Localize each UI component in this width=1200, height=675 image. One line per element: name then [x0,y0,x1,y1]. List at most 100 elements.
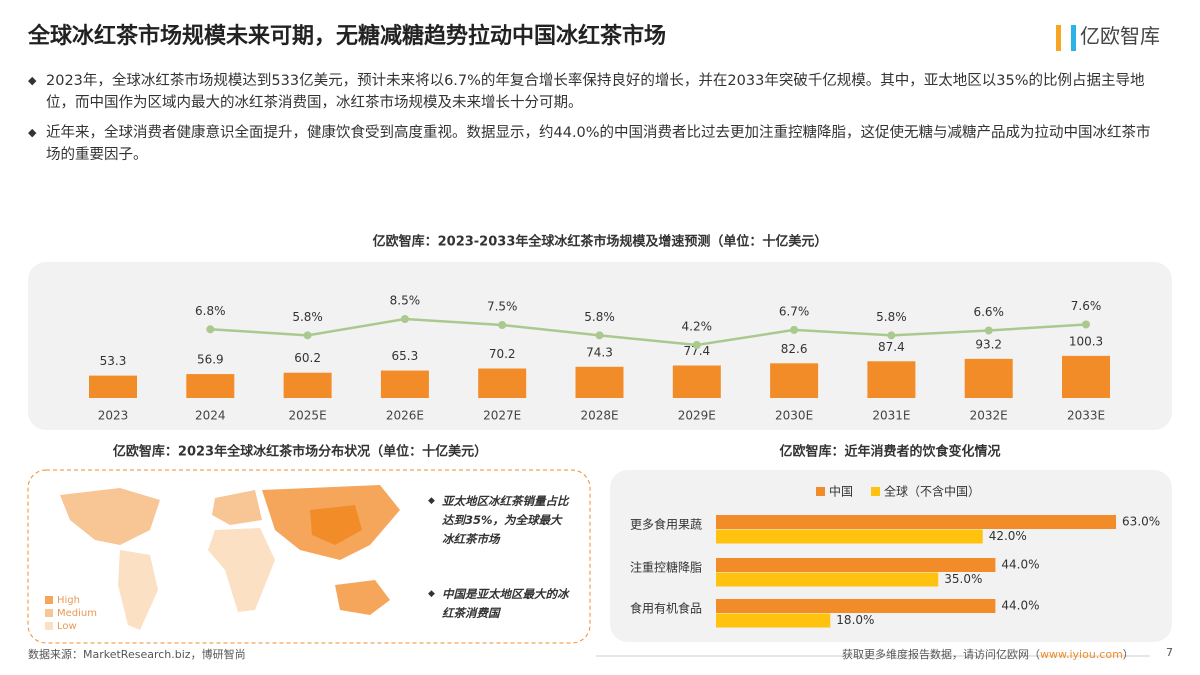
north-america [60,488,160,545]
bar [716,529,983,544]
x-tick-label: 2029E [678,409,716,423]
value-label: 56.9 [197,353,224,367]
growth-dot [498,321,507,330]
value-label: 60.2 [294,351,321,365]
y-tick-label: 更多食用果蔬 [630,517,702,532]
bar [575,366,624,398]
legend-label: 全球（不含中国） [884,484,980,499]
bar [716,613,831,628]
bar [964,358,1013,398]
value-label: 87.4 [878,340,905,354]
china [310,505,362,545]
value-label: 7.5% [487,300,518,314]
legend-label: Low [57,621,77,632]
africa [208,528,275,612]
growth-dot [887,331,896,340]
value-label: 6.7% [779,304,810,318]
value-label: 70.2 [489,347,516,361]
x-tick-label: 2024 [195,409,226,423]
bar [716,599,996,613]
value-label: 6.6% [973,305,1004,319]
value-label: 77.4 [683,344,710,358]
x-tick-label: 2025E [289,409,327,423]
source: 数据来源：MarketResearch.biz，博研智尚 [28,648,246,661]
bar [89,375,137,398]
value-label: 18.0% [836,613,874,627]
bullet: 2023年，全球冰红茶市场规模达到533亿美元，预计未来将以6.7%的年复合增长… [28,70,1158,114]
bar [478,368,527,398]
growth-dot [984,326,993,335]
annotation: 中国是亚太地区最大的冰红茶消费国 [428,585,570,623]
link[interactable]: www.iyiou.com [1040,648,1123,661]
slide-title: 全球冰红茶市场规模未来可期，无糖减糖趋势拉动中国冰红茶市场 [28,24,667,49]
bar [716,558,996,572]
value-label: 44.0% [1001,558,1039,572]
value-label: 42.0% [989,529,1027,543]
y-tick-label: 食用有机食品 [630,601,702,616]
x-tick-label: 2032E [970,409,1008,423]
south-america [118,550,158,630]
growth-dot [692,341,701,349]
value-label: 5.8% [292,310,323,324]
value-label: 93.2 [975,337,1002,351]
growth-dot [790,325,799,334]
bullet: 近年来，全球消费者健康意识全面提升，健康饮食受到高度重视。数据显示，约44.0%… [28,122,1158,166]
value-label: 53.3 [100,354,127,368]
value-label: 35.0% [944,572,982,586]
note: ） [1122,648,1134,661]
chart-title: 亿欧智库：2023年全球冰红茶市场分布状况（单位：十亿美元） [113,444,487,460]
value-label: 4.2% [682,320,713,334]
growth-line [210,317,1087,347]
value-label: 5.8% [584,310,615,324]
bar [867,361,916,398]
bar [716,515,1117,529]
legend-swatch [45,622,53,630]
bar [716,572,939,587]
logo-text: 亿欧智库 [1080,24,1160,48]
bar [1062,355,1110,398]
legend-swatch [816,487,825,496]
bar [283,372,332,398]
growth-dot [595,331,604,340]
y-tick-label: 注重控糖降脂 [630,560,702,575]
growth-dot [1082,320,1090,329]
value-label: 65.3 [392,349,419,363]
legend-label: 中国 [829,484,853,499]
bar [770,363,819,398]
bar [186,374,235,398]
legend-label: High [57,595,80,606]
value-label: 8.5% [390,294,421,308]
growth-dot [303,331,312,340]
value-label: 63.0% [1122,515,1160,529]
legend-swatch [45,609,53,617]
x-tick-label: 2023 [98,409,129,423]
chart-title: 亿欧智库：2023-2033年全球冰红茶市场规模及增速预测（单位：十亿美元） [373,234,828,250]
legend-swatch [871,487,881,496]
page-number: 7 [1166,646,1173,659]
logo: 亿欧智库 [1056,20,1160,51]
x-tick-label: 2030E [775,409,813,423]
x-tick-label: 2028E [580,409,618,423]
value-label: 100.3 [1069,334,1103,348]
legend-swatch [45,596,53,604]
value-label: 6.8% [195,304,226,318]
world-map [60,485,400,630]
x-tick-label: 2033E [1067,409,1105,423]
map-frame [27,469,591,644]
value-label: 44.0% [1001,599,1039,613]
chart-title: 亿欧智库：近年消费者的饮食变化情况 [779,444,1000,460]
value-label: 7.6% [1071,299,1102,313]
oceania [335,580,390,615]
value-label: 5.8% [876,310,907,324]
growth-dot [206,325,215,334]
annotation: 亚太地区冰红茶销量占比达到35%，为全球最大冰红茶市场 [428,492,570,549]
growth-dot [400,315,409,323]
x-tick-label: 2027E [483,409,521,423]
legend-label: Medium [57,608,97,619]
x-tick-label: 2026E [386,409,424,423]
value-label: 82.6 [781,342,808,356]
note: 获取更多维度报告数据，请访问亿欧网（ [842,648,1040,661]
bar [672,365,721,398]
